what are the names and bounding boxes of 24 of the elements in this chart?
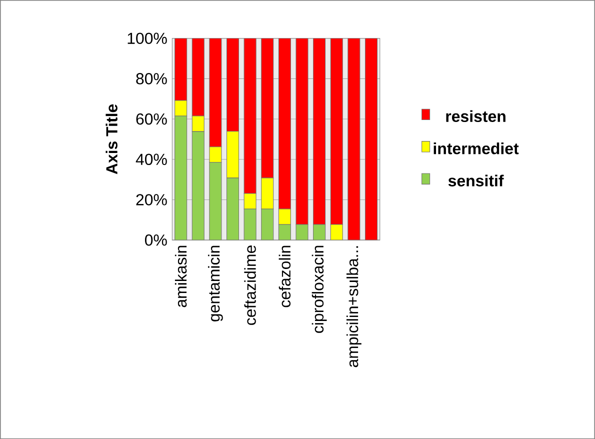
legend-label: resisten [446,110,506,122]
bar [278,208,291,225]
x-tick-label: cefazolin [278,246,291,308]
bar [261,178,274,210]
bar [330,224,343,240]
y-tick-label: 100% [128,32,167,44]
bar [192,116,204,132]
bar [348,38,360,240]
y-tick-label: 80% [136,72,167,84]
legend-label: sensitif [448,174,504,186]
x-tick-label: ceftazidime [244,245,256,325]
x-tick-label: gentamicin [208,246,223,322]
y-axis-title: Axis Title [106,104,118,174]
y-tick-label: 0% [145,234,167,246]
bar [226,130,240,178]
x-tick-label: ciprofloxacin [312,246,327,333]
y-tick-label: 40% [136,154,167,165]
legend-label: intermediet [434,142,519,154]
bar [364,38,378,240]
y-tick-label: 60% [136,113,167,125]
bar [174,100,188,116]
x-tick-label: ampicilin+sulba... [346,246,362,368]
y-tick-label: 20% [136,194,167,206]
x-tick-label: amikasin [174,246,187,308]
